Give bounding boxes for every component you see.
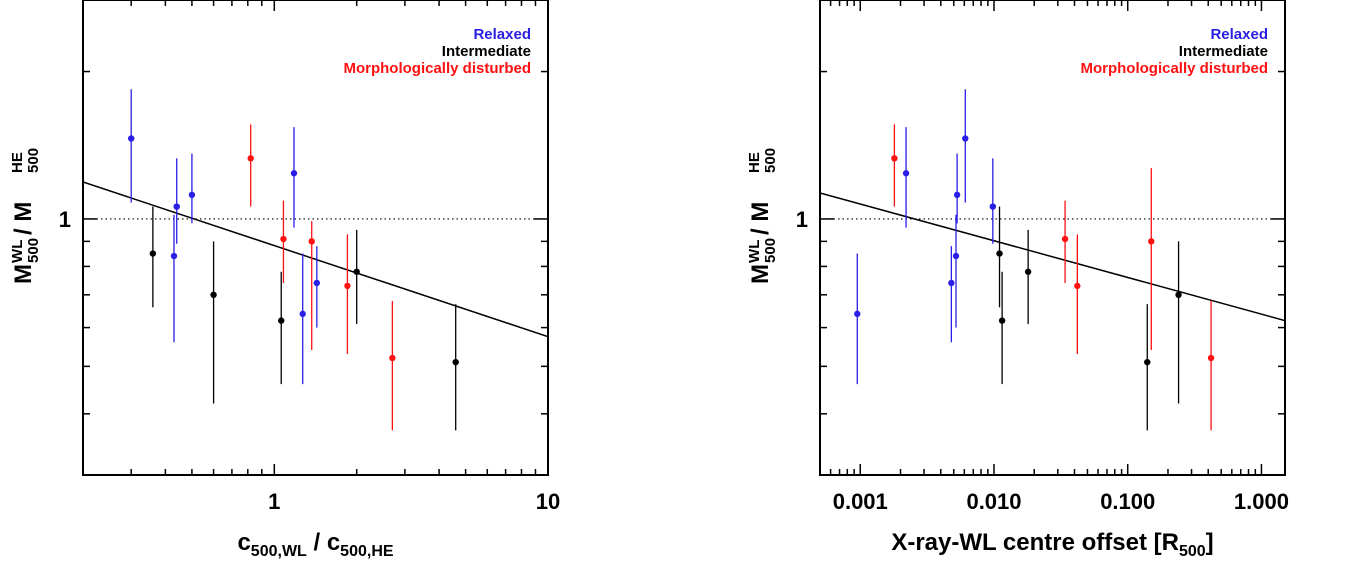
data-point xyxy=(344,282,351,290)
series-intermediate xyxy=(149,206,459,431)
x-axis-label: c500,WL / c500,HE xyxy=(237,529,393,560)
data-point xyxy=(389,354,396,362)
series-morphologically-disturbed xyxy=(891,124,1215,431)
legend-relaxed: Relaxed xyxy=(473,26,531,43)
data-point xyxy=(149,250,157,257)
data-point xyxy=(998,317,1006,324)
x-tick-label: 0.010 xyxy=(966,489,1021,514)
y-tick-label: 1 xyxy=(59,207,71,232)
data-point xyxy=(996,250,1003,257)
legend-morphologically-disturbed: Morphologically disturbed xyxy=(1080,60,1268,77)
y-axis-label: MWL 500 / MHE 500 xyxy=(9,148,42,284)
legend-intermediate: Intermediate xyxy=(442,43,531,60)
data-point xyxy=(210,291,217,299)
series-intermediate xyxy=(996,206,1182,431)
data-point xyxy=(299,310,306,318)
legend-relaxed: Relaxed xyxy=(1210,26,1268,43)
x-tick-label: 10 xyxy=(536,489,560,514)
data-point xyxy=(1074,282,1081,290)
x-label-main: X-ray-WL centre offset [R xyxy=(891,529,1179,556)
chart-panel-2: 0.001 0.010 0.100 1.000 1 X-ray-WL centre off… xyxy=(746,0,1289,560)
data-point xyxy=(1144,358,1151,366)
data-point xyxy=(948,279,955,287)
data-point xyxy=(989,203,997,210)
y-label-sup1: WL xyxy=(746,240,763,263)
y-label-m1: M xyxy=(10,264,37,284)
y-label-sub2: 500 xyxy=(762,148,779,173)
series-morphologically-disturbed xyxy=(247,124,396,431)
data-point xyxy=(891,155,898,162)
x-tick-label: 0.001 xyxy=(833,489,888,514)
y-label-sub1: 500 xyxy=(762,238,779,263)
data-point xyxy=(188,191,196,199)
y-label-mid: / M xyxy=(10,202,37,235)
data-point xyxy=(1207,354,1215,362)
data-point xyxy=(1061,235,1069,243)
data-point xyxy=(353,268,360,275)
data-point xyxy=(1024,268,1032,275)
data-point xyxy=(127,135,135,142)
data-point xyxy=(170,252,178,260)
legend-intermediate: Intermediate xyxy=(1179,43,1268,60)
y-label-sub2: 500 xyxy=(25,148,42,173)
y-label-sup2: HE xyxy=(746,152,763,173)
x-tick-label: 1.000 xyxy=(1234,489,1289,514)
axes-frame xyxy=(819,0,1286,476)
x-label-mid: / c xyxy=(307,529,340,556)
x-tick-label: 1 xyxy=(268,489,280,514)
series-relaxed xyxy=(127,89,321,385)
data-point xyxy=(278,317,285,324)
data-point xyxy=(452,358,459,366)
legend-morphologically-disturbed: Morphologically disturbed xyxy=(343,60,531,77)
data-point xyxy=(952,252,960,260)
data-point xyxy=(290,170,298,177)
data-point xyxy=(902,170,910,177)
y-tick-label: 1 xyxy=(796,207,808,232)
plot-area xyxy=(820,89,1285,431)
data-point xyxy=(962,135,969,142)
data-point xyxy=(280,235,287,243)
y-label-sub1: 500 xyxy=(25,238,42,263)
y-label-mid: / M xyxy=(747,202,774,235)
x-label-main: c xyxy=(237,529,250,556)
x-label-sub2: 500,HE xyxy=(340,543,394,560)
axes-frame xyxy=(82,0,549,476)
data-point xyxy=(953,191,961,199)
x-tick-label: 0.100 xyxy=(1100,489,1155,514)
data-point xyxy=(247,155,254,162)
data-point xyxy=(308,238,315,245)
fit-line xyxy=(83,181,548,338)
fit-line xyxy=(820,192,1285,322)
series-relaxed xyxy=(854,89,997,385)
data-point xyxy=(173,203,180,210)
data-point xyxy=(313,279,321,287)
y-axis-label: MWL 500 / MHE 500 xyxy=(746,148,779,284)
data-point xyxy=(854,310,861,318)
plot-area xyxy=(83,89,548,431)
data-point xyxy=(1175,291,1182,299)
y-label-sup2: HE xyxy=(9,152,26,173)
y-label-m1: M xyxy=(747,264,774,284)
x-label-sub1: 500,WL xyxy=(251,543,307,560)
x-label-mid: ] xyxy=(1206,529,1214,556)
x-label-sub1: 500 xyxy=(1179,543,1206,560)
data-point xyxy=(1148,238,1155,245)
y-label-sup1: WL xyxy=(9,240,26,263)
x-axis-label: X-ray-WL centre offset [R500] xyxy=(891,529,1213,560)
